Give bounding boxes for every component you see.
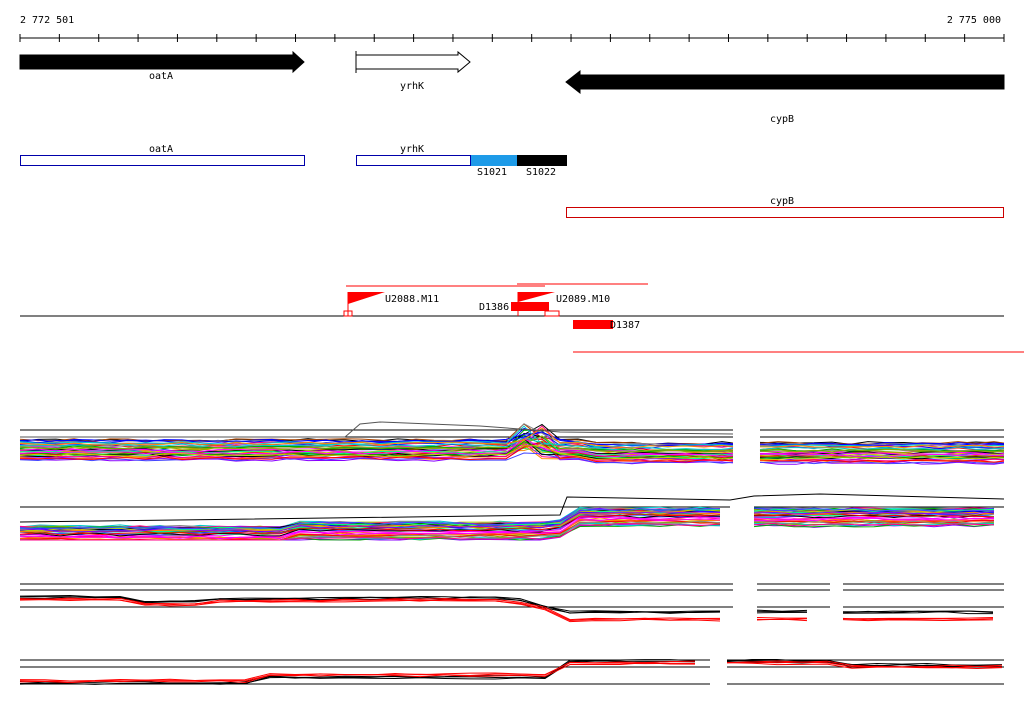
expression-trace bbox=[19, 514, 721, 537]
expression-trace bbox=[19, 438, 734, 458]
expression-trace bbox=[753, 507, 995, 512]
expression-trace bbox=[19, 437, 734, 451]
ruler-ticks bbox=[19, 34, 1005, 42]
gene-track: oatA yrhK cypB bbox=[19, 50, 1005, 125]
box-label-S1022: S1022 bbox=[526, 167, 556, 178]
expression-trace bbox=[756, 610, 808, 613]
box-label-S1021: S1021 bbox=[477, 167, 507, 178]
gene-label-cypB: cypB bbox=[770, 114, 794, 125]
feature-track: U2088.M11 U2089.M10 D1386 D1387 bbox=[20, 283, 1024, 353]
expression-trace bbox=[20, 421, 734, 438]
annotation-track: oatA yrhK S1021 S1022 cypB bbox=[20, 144, 1004, 218]
expression-trace bbox=[19, 441, 734, 463]
expression-trace bbox=[842, 610, 994, 614]
expression-trace bbox=[759, 459, 1005, 463]
expression-trace bbox=[19, 445, 734, 460]
expression-trace bbox=[842, 616, 994, 620]
feature-label-D1386: D1386 bbox=[479, 302, 509, 313]
expression-trace bbox=[19, 435, 734, 453]
gene-arrow-cypB[interactable] bbox=[565, 69, 1005, 95]
gene-label-oatA: oatA bbox=[149, 71, 173, 82]
expression-trace bbox=[19, 427, 734, 449]
expression-trace bbox=[759, 460, 1005, 465]
expression-trace bbox=[759, 451, 1005, 456]
annotation-box-S1021[interactable] bbox=[471, 155, 517, 166]
feature-block-D1387[interactable] bbox=[573, 320, 613, 329]
gene-arrow-yrhK[interactable] bbox=[355, 50, 471, 74]
expression-trace bbox=[759, 456, 1005, 460]
expression-trace bbox=[19, 596, 721, 614]
expression-trace bbox=[19, 599, 721, 623]
expression-trace bbox=[19, 517, 721, 540]
expression-trace bbox=[753, 520, 995, 525]
feature-block-D1386[interactable] bbox=[511, 302, 549, 311]
ruler-start-label: 2 772 501 bbox=[20, 15, 74, 26]
gene-label-yrhK: yrhK bbox=[400, 81, 424, 92]
annotation-box-S1022[interactable] bbox=[517, 155, 567, 166]
feature-label-U2089: U2089.M10 bbox=[556, 294, 610, 305]
annotation-box-cypB[interactable] bbox=[566, 207, 1004, 218]
expression-trace bbox=[759, 444, 1005, 449]
expression-trace bbox=[19, 598, 721, 621]
expression-trace bbox=[759, 448, 1005, 453]
expression-panel-4 bbox=[19, 658, 1004, 685]
expression-trace bbox=[726, 660, 1003, 668]
expression-trace bbox=[19, 516, 721, 538]
promoter-base bbox=[343, 310, 353, 317]
feature-label-D1387: D1387 bbox=[610, 320, 640, 331]
box-label-oatA: oatA bbox=[149, 144, 173, 155]
box-label-yrhK: yrhK bbox=[400, 144, 424, 155]
annotation-box-oatA[interactable] bbox=[20, 155, 305, 166]
expression-trace bbox=[753, 510, 995, 515]
expression-trace bbox=[842, 619, 994, 622]
expression-trace bbox=[842, 611, 994, 615]
expression-trace bbox=[20, 523, 721, 541]
expression-panel-1 bbox=[19, 421, 1005, 465]
feature-label-U2088: U2088.M11 bbox=[385, 294, 439, 305]
expression-trace bbox=[19, 425, 734, 448]
expression-trace bbox=[19, 660, 696, 682]
ruler-end-label: 2 775 000 bbox=[947, 15, 1001, 26]
promoter-base bbox=[544, 310, 560, 317]
expression-trace bbox=[19, 440, 734, 460]
expression-trace bbox=[759, 446, 1005, 451]
promoter-flag-U2089[interactable] bbox=[518, 292, 555, 302]
expression-trace bbox=[19, 513, 721, 536]
expression-trace bbox=[19, 596, 721, 614]
expression-trace bbox=[756, 618, 808, 622]
box-label-cypB: cypB bbox=[770, 196, 794, 207]
promoter-flag-U2088[interactable] bbox=[348, 292, 385, 304]
expression-trace bbox=[19, 432, 734, 455]
expression-trace bbox=[19, 431, 734, 447]
expression-trace bbox=[19, 508, 721, 530]
expression-trace bbox=[753, 517, 995, 522]
expression-trace bbox=[753, 522, 995, 527]
expression-trace bbox=[19, 511, 721, 533]
expression-trace bbox=[756, 617, 808, 619]
expression-panel-3 bbox=[19, 583, 1004, 623]
expression-trace bbox=[19, 493, 1005, 523]
expression-trace bbox=[753, 514, 995, 519]
gene-arrow-oatA[interactable] bbox=[19, 50, 305, 74]
expression-panel-2 bbox=[19, 493, 1005, 541]
annotation-box-yrhK[interactable] bbox=[356, 155, 471, 166]
expression-trace bbox=[759, 444, 1005, 448]
coordinate-ruler: 2 772 501 2 775 000 bbox=[19, 15, 1005, 42]
expression-trace bbox=[759, 451, 1005, 456]
